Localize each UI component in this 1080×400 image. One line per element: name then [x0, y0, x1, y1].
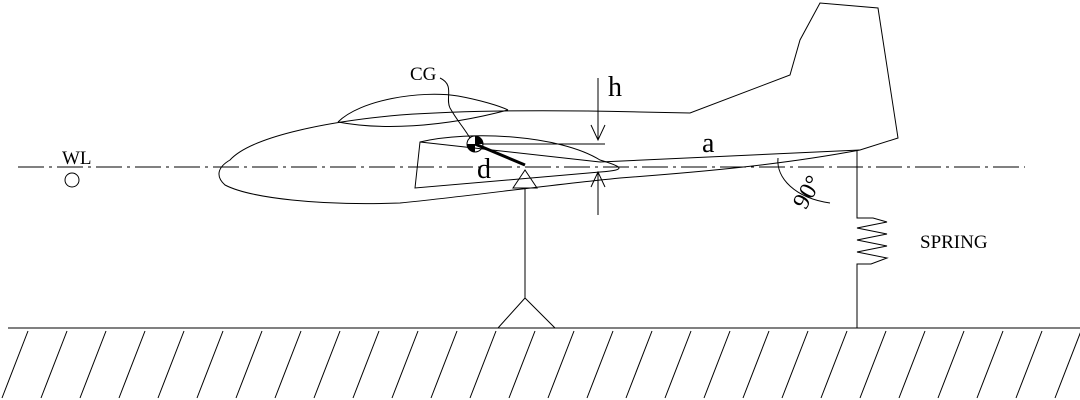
hatch-line: [1, 330, 29, 399]
hatch-line: [469, 330, 497, 399]
label-spring: SPRING: [920, 232, 988, 253]
hatch-line: [625, 330, 653, 399]
label-angle: 90°: [788, 171, 827, 213]
hatch-line: [313, 330, 341, 399]
spring-coil: [856, 212, 889, 268]
hatch-line: [1015, 330, 1043, 399]
cg-leader: [439, 77, 471, 139]
canopy: [337, 93, 509, 123]
hatch-line: [1054, 332, 1080, 399]
angle-arc: [777, 157, 831, 204]
fuselage: [218, 2, 899, 205]
hatch-line: [742, 330, 770, 399]
hatch-line: [352, 330, 380, 399]
hatch-line: [703, 330, 731, 399]
label-wl: WL: [62, 148, 92, 169]
h-arrow-bottom-head: [590, 170, 606, 188]
hatch-line: [508, 330, 536, 399]
canopy-base: [337, 109, 509, 127]
label-h: h: [608, 72, 622, 103]
h-arrow-top-head: [590, 124, 606, 142]
wing: [414, 135, 620, 189]
hatch-line: [898, 330, 926, 399]
waterline-marker: [64, 172, 80, 188]
hatch-line: [547, 330, 575, 399]
hatch-line: [586, 330, 614, 399]
label-cg: CG: [410, 64, 437, 85]
hatch-line: [118, 330, 146, 399]
tail-line: [599, 149, 861, 163]
hatch-line: [781, 330, 809, 399]
support-base: [497, 297, 556, 329]
wing-root-line: [419, 141, 601, 163]
hatch-line: [235, 330, 263, 399]
hatch-line: [664, 330, 692, 399]
hatch-line: [391, 330, 419, 399]
label-d: d: [477, 154, 491, 185]
hatch-line: [274, 330, 302, 399]
hatch-line: [40, 330, 68, 399]
hatch-line: [157, 330, 185, 399]
hatch-line: [820, 330, 848, 399]
hatch-line: [79, 330, 107, 399]
hatch-line: [859, 330, 887, 399]
d-line: [474, 142, 526, 167]
ground-hatching: [1, 330, 1080, 399]
label-a: a: [702, 128, 715, 159]
hatch-line: [937, 330, 965, 399]
hatch-line: [196, 330, 224, 399]
hatch-line: [430, 330, 458, 399]
hatch-line: [976, 330, 1004, 399]
